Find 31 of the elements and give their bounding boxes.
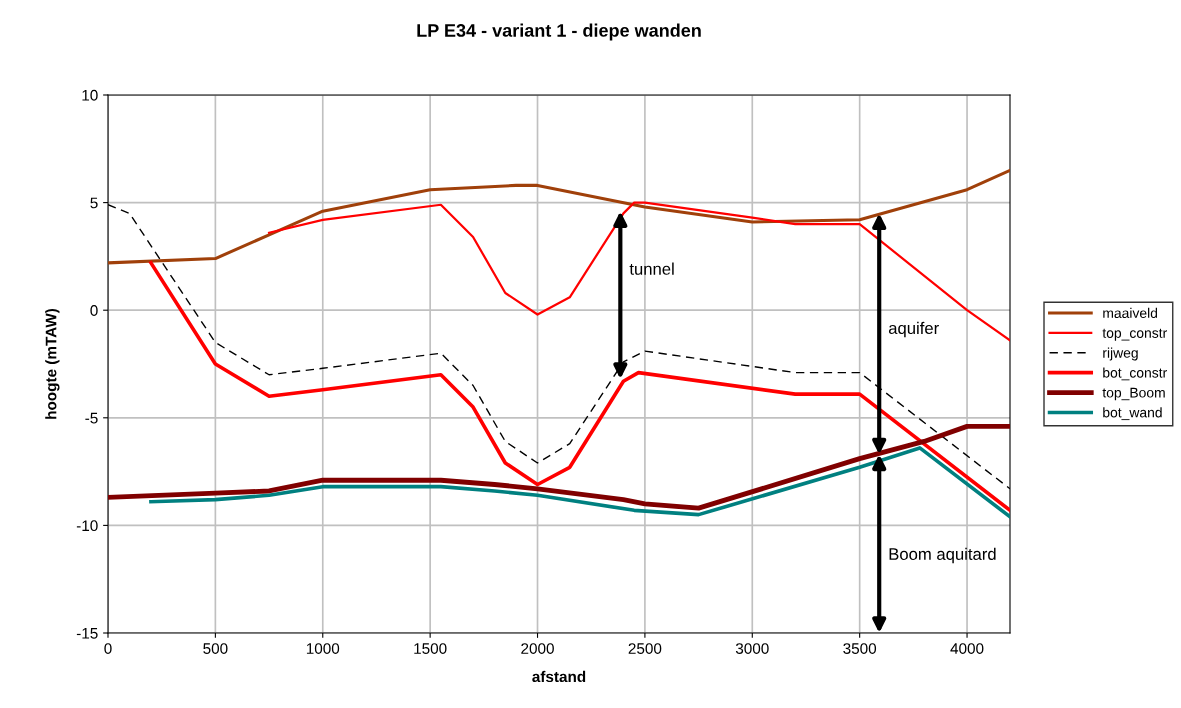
x-tick-label: 4000 [950,643,984,654]
legend-label: maaiveld [1103,307,1158,318]
x-tick-label: 500 [203,643,228,654]
x-tick-label: 0 [104,643,112,654]
line-series [149,446,1010,519]
legend-label: rijweg [1103,347,1138,361]
x-axis-title: afstand [532,670,586,683]
y-tick-label: -5 [85,412,98,424]
legend-label: bot_constr [1103,367,1167,381]
y-tick-label: 0 [90,305,98,316]
y-tick-label: -15 [76,628,98,639]
y-tick-label: 5 [90,197,98,209]
annotation: Boom aquitard [889,547,996,564]
line-series [267,201,1010,342]
y-tick-label: 10 [82,89,98,101]
x-tick-label: 1500 [414,643,447,654]
legend-label: top_Boom [1102,387,1165,401]
annotation: tunnel [629,262,674,275]
legend-label: top_constr [1102,328,1167,341]
legend-label: bot_wand [1103,407,1162,421]
x-tick-label: 3500 [843,643,877,654]
line-series [149,261,1010,513]
annotation: aquifer [888,321,939,338]
line-series [108,423,1010,511]
chart-title: LP E34 - variant 1 - diepe wanden [417,23,701,41]
x-tick-label: 2500 [628,643,662,654]
y-axis-title: hoogte (mTAW) [45,308,60,419]
x-tick-label: 3000 [735,643,769,654]
y-tick-label: -10 [76,520,98,532]
x-tick-label: 1000 [306,643,340,654]
x-tick-label: 2000 [521,643,554,654]
